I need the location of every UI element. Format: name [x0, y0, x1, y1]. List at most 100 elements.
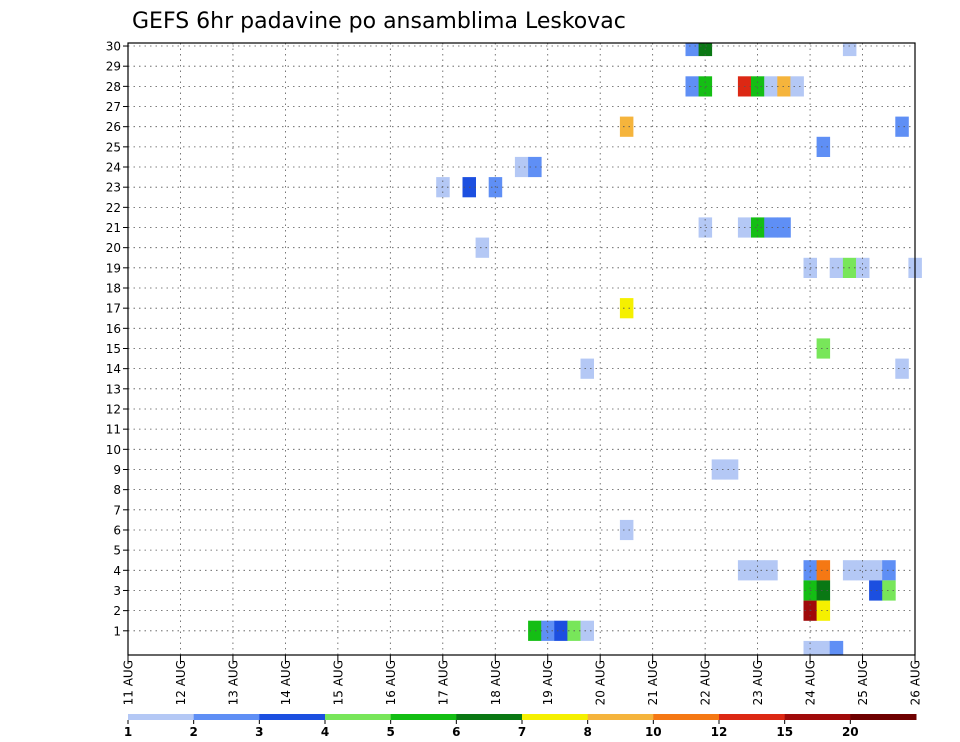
heatmap-cell [685, 76, 699, 97]
y-tick-label: 19 [106, 261, 121, 275]
x-tick-label: 20 AUG [594, 660, 608, 705]
y-tick-label: 27 [106, 100, 121, 114]
heatmap-cell [698, 76, 713, 97]
x-tick-label: 21 AUG [646, 660, 660, 705]
colorbar-label: 12 [711, 725, 728, 739]
heatmap-cell [698, 217, 713, 238]
x-tick-label: 16 AUG [384, 660, 398, 705]
colorbar-label: 4 [321, 725, 329, 739]
colorbar-label: 20 [842, 725, 859, 739]
colorbar-swatch [587, 714, 654, 720]
heatmap-cell [829, 640, 844, 655]
y-tick-label: 1 [113, 624, 121, 638]
colorbar-swatch [719, 714, 786, 720]
colorbar-label: 15 [776, 725, 793, 739]
y-tick-label: 17 [106, 302, 121, 316]
heatmap-cell [528, 620, 542, 641]
heatmap-cell [895, 358, 909, 379]
y-tick-label: 24 [106, 161, 121, 175]
y-tick-label: 3 [113, 584, 121, 598]
y-tick-label: 2 [113, 604, 121, 618]
heatmap-cell [816, 560, 831, 581]
x-axis: 11 AUG 12 AUG 13 AUG 14 AUG 15 AUG 16 AUG 17 A… [122, 655, 923, 705]
grid-lines [128, 43, 915, 655]
heatmap-cell [580, 620, 594, 641]
heatmap-cell [777, 217, 791, 238]
plot-frame [127, 42, 916, 656]
heatmap-cell [856, 257, 870, 278]
y-tick-label: 28 [106, 80, 121, 94]
colorbar-swatch [850, 714, 917, 720]
y-tick-label: 5 [113, 544, 121, 558]
heatmap-cell [869, 560, 883, 581]
x-tick-label: 22 AUG [699, 660, 713, 705]
y-tick-label: 21 [106, 221, 121, 235]
y-tick-label: 14 [106, 362, 121, 376]
heatmap-cell [816, 338, 831, 359]
y-tick-label: 11 [106, 423, 121, 437]
colorbar-swatch [522, 714, 589, 720]
x-tick-label: 19 AUG [541, 660, 555, 705]
heatmap-cell [685, 43, 699, 57]
heatmap-cell [790, 76, 804, 97]
colorbar-label: 10 [645, 725, 662, 739]
y-tick-label: 7 [113, 503, 121, 517]
y-tick-label: 26 [106, 120, 121, 134]
colorbar-legend: 1 2 3 4 5 6 7 8 10 12 15 20 [124, 714, 917, 739]
colorbar-swatch [390, 714, 457, 720]
heatmap-cell [816, 580, 831, 601]
y-tick-label: 18 [106, 282, 121, 296]
heatmap-cell [777, 76, 791, 97]
x-tick-label: 12 AUG [174, 660, 188, 705]
x-tick-label: 18 AUG [489, 660, 503, 705]
y-tick-label: 23 [106, 181, 121, 195]
colorbar-swatch [128, 714, 195, 720]
heatmap-cell [882, 560, 896, 581]
colorbar-label: 1 [124, 725, 132, 739]
y-tick-label: 4 [113, 564, 121, 578]
heatmap-cell [751, 560, 765, 581]
heatmap-cell [803, 640, 817, 655]
colorbar-swatch [259, 714, 326, 720]
heatmap-cell [829, 257, 844, 278]
chart-title: GEFS 6hr padavine po ansamblima Leskovac [132, 9, 626, 34]
heatmap-cell [475, 237, 490, 258]
x-tick-label: 26 AUG [909, 660, 923, 705]
x-tick-label: 11 AUG [122, 660, 136, 705]
colorbar-swatch [653, 714, 720, 720]
heatmap-cell [751, 76, 765, 97]
heatmap-cell [764, 76, 778, 97]
heatmap-cell [619, 519, 634, 541]
y-tick-label: 20 [106, 241, 121, 255]
colorbar-swatch [193, 714, 260, 720]
x-tick-label: 17 AUG [436, 660, 450, 705]
y-tick-label: 16 [106, 322, 121, 336]
heatmap-cell [724, 459, 739, 480]
heatmap-cell [528, 156, 542, 178]
y-tick-label: 12 [106, 402, 121, 416]
heatmap-cell [541, 620, 555, 641]
y-tick-label: 30 [106, 40, 121, 54]
colorbar-swatch [784, 714, 851, 720]
colorbar-swatch [325, 714, 392, 720]
y-tick-label: 6 [113, 523, 121, 537]
heatmap-cell [554, 620, 568, 641]
y-axis: 1234567891011121314151617181920212223242… [106, 40, 128, 638]
heatmap-cell [816, 640, 831, 655]
heatmap-cell [895, 116, 909, 137]
heatmap-cell [842, 43, 857, 57]
heatmap-cell [580, 358, 594, 379]
colorbar-label: 5 [387, 725, 395, 739]
x-tick-label: 23 AUG [751, 660, 765, 705]
heatmap-cell [619, 298, 634, 319]
heatmap-cell [764, 560, 778, 581]
y-tick-label: 22 [106, 201, 121, 215]
heatmap-cell [764, 217, 778, 238]
x-tick-label: 24 AUG [804, 660, 818, 705]
colorbar-swatch [456, 714, 523, 720]
heatmap-cell [816, 136, 831, 157]
y-tick-label: 13 [106, 382, 121, 396]
heatmap-cell [751, 217, 765, 238]
x-tick-label: 13 AUG [226, 660, 240, 705]
